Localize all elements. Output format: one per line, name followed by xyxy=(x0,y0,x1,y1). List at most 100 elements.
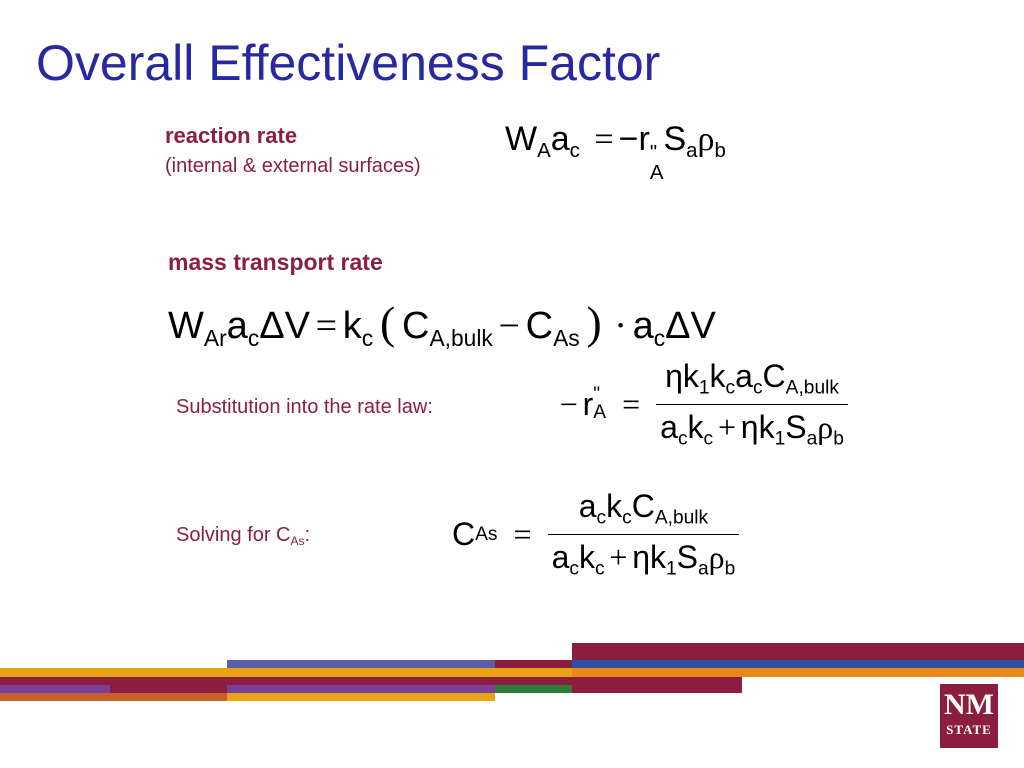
sym-sub: c xyxy=(622,507,632,529)
sym: a xyxy=(578,488,597,524)
logo-text: STATE xyxy=(946,722,992,737)
bar xyxy=(0,668,227,677)
operator: + xyxy=(717,408,736,445)
denominator: ackc + ηk1Saρb xyxy=(656,405,848,449)
bar xyxy=(572,677,742,693)
label: (internal & external surfaces) xyxy=(165,155,421,177)
sym-sub: As xyxy=(553,324,580,351)
slide-title: Overall Effectiveness Factor xyxy=(36,35,661,91)
equation: − r " A = ηk1kcacCA,bulk ackc + ηk1Saρb xyxy=(555,360,848,449)
operator: = xyxy=(622,386,641,423)
sym-sub: A xyxy=(593,402,607,424)
numerator: ηk1kcacCA,bulk xyxy=(656,360,848,405)
sym-sub: As xyxy=(475,523,498,545)
label: Substitution into the rate law: xyxy=(176,396,433,418)
numerator: ackcCA,bulk xyxy=(547,488,740,535)
sym-sub: A,bulk xyxy=(785,377,839,399)
sym: k xyxy=(578,538,595,575)
sym-sub: a xyxy=(686,140,698,163)
sym: ΔV xyxy=(259,305,310,347)
sym: S xyxy=(663,120,687,158)
bar xyxy=(495,677,572,685)
bar xyxy=(227,677,495,685)
sym: a xyxy=(735,358,753,394)
logo: NM STATE xyxy=(940,684,998,748)
sym: ρ xyxy=(708,538,725,575)
paren: ) xyxy=(586,297,602,348)
operator: + xyxy=(609,538,628,575)
bar xyxy=(227,685,495,693)
sym-sub: c xyxy=(569,140,580,163)
label-text: Solving for C xyxy=(176,524,291,546)
sym: k xyxy=(687,408,704,445)
sym-sub: c xyxy=(752,377,763,399)
operator: = xyxy=(315,305,338,347)
sym-sub: A xyxy=(537,140,551,163)
sym: a xyxy=(550,120,570,158)
operator: = xyxy=(513,516,532,553)
sym: C xyxy=(631,488,655,524)
sym-sub: c xyxy=(569,558,579,580)
operator: − xyxy=(559,386,578,423)
sym-sub: b xyxy=(724,558,736,580)
sym: k xyxy=(606,488,623,524)
bar xyxy=(572,660,1024,668)
denominator: ackc + ηk1Saρb xyxy=(548,535,740,579)
sym-sub: c xyxy=(361,324,374,351)
bar xyxy=(0,685,110,693)
sym-sub: 1 xyxy=(665,558,677,580)
sym: W xyxy=(168,305,204,347)
bar xyxy=(572,643,1024,660)
sym: ηk xyxy=(740,408,775,445)
sym: C xyxy=(402,305,430,347)
sym: ΔV xyxy=(665,305,716,347)
bar xyxy=(227,693,495,701)
sym: a xyxy=(226,305,248,347)
sym-sup: " xyxy=(649,142,658,165)
logo-text: NM xyxy=(944,688,994,721)
bar xyxy=(0,677,227,685)
sym: W xyxy=(505,120,538,158)
sym-sub: 1 xyxy=(698,377,710,399)
equation: WAac = −r " A Saρb xyxy=(505,122,726,183)
label: reaction rate xyxy=(165,123,298,148)
operator: = xyxy=(594,121,614,158)
label: Solving for CAs: xyxy=(176,524,310,548)
sym: C xyxy=(452,516,476,553)
sym: a xyxy=(632,305,654,347)
sym-sub: a xyxy=(698,558,709,580)
sym: ηk xyxy=(632,538,666,575)
bar xyxy=(227,668,495,677)
sym: a xyxy=(551,538,570,575)
label-sub: As xyxy=(290,534,305,549)
sym-sub: A xyxy=(649,161,664,184)
sym: a xyxy=(660,408,678,445)
sym-sub: c xyxy=(596,507,607,529)
sup-sub: " A xyxy=(649,142,664,184)
operator: · xyxy=(614,305,627,347)
equation: WAracΔV = kc(CA,bulk − CAs) · acΔV xyxy=(168,300,716,350)
sym: k xyxy=(709,358,726,394)
sym: r xyxy=(582,386,594,423)
sym: S xyxy=(785,408,807,445)
bar xyxy=(572,668,1024,677)
sym: S xyxy=(676,538,698,575)
sym: C xyxy=(525,305,554,347)
sym-sub: c xyxy=(247,324,260,351)
bar xyxy=(110,685,227,693)
sym-sub: c xyxy=(725,377,736,399)
sym: −r xyxy=(618,120,650,158)
sym-sub: Ar xyxy=(203,324,227,351)
fraction: ackcCA,bulk ackc + ηk1Saρb xyxy=(547,488,740,579)
sym: ρ xyxy=(817,408,834,445)
bar xyxy=(0,693,227,701)
sym-sub: c xyxy=(653,324,666,351)
sym-sub: A,bulk xyxy=(429,324,493,351)
paren: ( xyxy=(380,297,396,348)
sym-sub: b xyxy=(714,140,726,163)
bar xyxy=(227,660,495,668)
sym-sub: c xyxy=(703,428,714,450)
sym-sup: " xyxy=(593,384,601,406)
operator: − xyxy=(498,305,520,347)
